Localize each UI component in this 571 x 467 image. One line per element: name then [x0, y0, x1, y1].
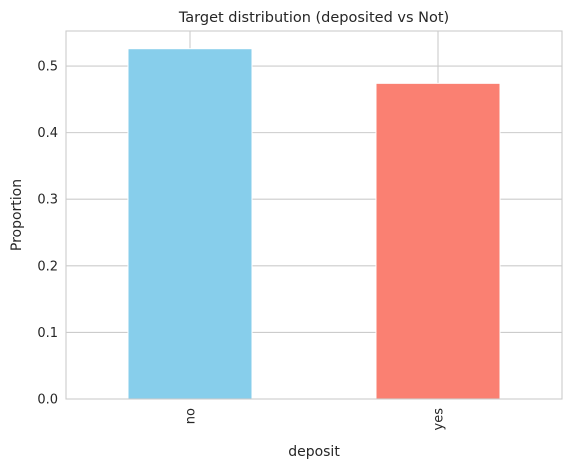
x-tick-labels: no yes	[184, 408, 447, 431]
chart-title: Target distribution (deposited vs Not)	[178, 10, 449, 26]
y-axis-label: Proportion	[9, 179, 25, 251]
bars	[127, 48, 501, 400]
x-tick-label: no	[184, 408, 199, 424]
y-tick-label: 0.0	[37, 393, 58, 408]
plot-frame	[65, 30, 563, 400]
bar-no	[127, 48, 253, 400]
y-tick-label: 0.4	[37, 126, 58, 141]
x-axis-label: deposit	[288, 444, 340, 460]
y-tick-label: 0.2	[37, 259, 58, 274]
y-tick-label: 0.3	[37, 193, 58, 208]
y-tick-label: 0.1	[37, 326, 58, 341]
y-tick-labels: 0.0 0.1 0.2 0.3 0.4 0.5	[37, 60, 58, 408]
y-tick-label: 0.5	[37, 60, 58, 75]
bar-yes	[375, 82, 501, 400]
x-tick-label: yes	[432, 408, 447, 431]
